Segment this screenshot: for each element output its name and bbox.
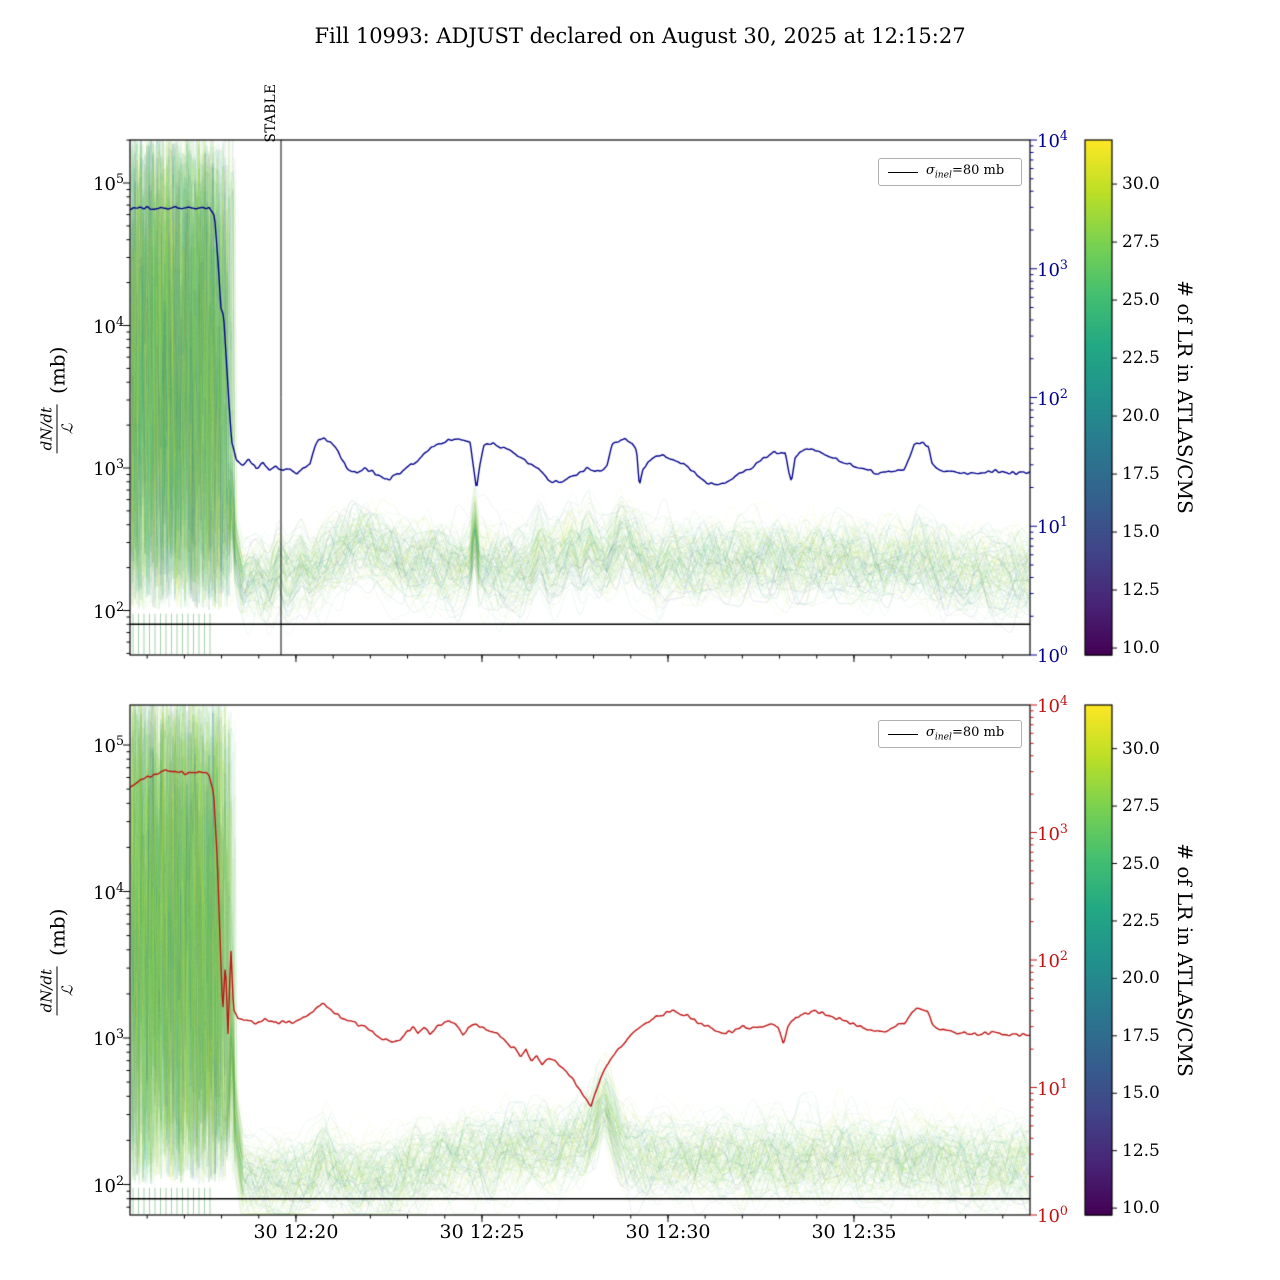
right-y-tick-label: 101	[1037, 1075, 1068, 1100]
right-y-tick-label: 101	[1037, 514, 1068, 539]
legend-top: σinel=80 mb	[878, 158, 1022, 186]
colorbar-tick-label: 10.0	[1122, 1198, 1160, 1219]
x-tick-label: 30 12:35	[811, 1221, 897, 1243]
y-axis-label-denominator: ℒ	[58, 985, 77, 997]
y-tick-label: 102	[93, 1172, 124, 1197]
colorbar-tick-label: 17.5	[1122, 1025, 1160, 1046]
colorbar-tick-label: 27.5	[1122, 232, 1160, 253]
y-tick-label: 103	[93, 456, 124, 480]
figure-title: Fill 10993: ADJUST declared on August 30…	[314, 24, 966, 48]
colorbar-tick-label: 22.5	[1122, 910, 1160, 931]
right-y-tick-label: 103	[1037, 820, 1068, 845]
y-axis-label-unit: (mb)	[45, 908, 69, 956]
colorbar-tick-label: 17.5	[1122, 464, 1160, 485]
legend-label: σinel=80 mb	[926, 725, 1005, 743]
stable-annotation: STABLE	[263, 83, 279, 143]
y-axis-label-unit: (mb)	[45, 346, 69, 394]
x-tick-label: 30 12:30	[625, 1221, 711, 1243]
colorbar-tick-label: 15.0	[1122, 1083, 1160, 1104]
x-tick-label: 30 12:20	[253, 1221, 339, 1243]
right-y-tick-label: 100	[1037, 643, 1068, 667]
colorbar-tick-label: 22.5	[1122, 348, 1160, 369]
y-tick-label: 105	[93, 171, 124, 195]
right-y-tick-label: 102	[1037, 385, 1068, 410]
legend-label: σinel=80 mb	[926, 163, 1005, 181]
y-tick-label: 104	[93, 879, 124, 904]
y-tick-label: 105	[93, 733, 124, 757]
colorbar-tick-label: 15.0	[1122, 522, 1160, 543]
right-y-tick-label: 103	[1037, 256, 1068, 281]
legend-line-sample	[888, 171, 918, 173]
colorbar-tick-label: 27.5	[1122, 796, 1160, 817]
y-axis-label-bottom: dN/dt ℒ (mb)	[37, 908, 77, 1016]
colorbar-tick-label: 20.0	[1122, 968, 1160, 989]
y-axis-label-denominator: ℒ	[58, 423, 77, 435]
y-axis-label-fraction: dN/dt ℒ	[37, 965, 77, 1016]
colorbar-tick-label: 30.0	[1122, 738, 1160, 759]
x-tick-label: 30 12:25	[439, 1221, 525, 1243]
colorbar-label-bottom: # of LR in ATLAS/CMS	[1173, 843, 1197, 1077]
y-axis-label-numerator: dN/dt	[37, 403, 58, 454]
y-tick-label: 103	[93, 1026, 124, 1050]
right-y-tick-label: 104	[1037, 128, 1068, 152]
colorbar-tick-label: 30.0	[1122, 174, 1160, 195]
colorbar-tick-label: 25.0	[1122, 853, 1160, 874]
legend-line-sample	[888, 733, 918, 735]
legend-bottom: σinel=80 mb	[878, 720, 1022, 748]
y-tick-label: 104	[93, 313, 124, 338]
colorbar-tick-label: 12.5	[1122, 1140, 1160, 1161]
right-y-tick-label: 104	[1037, 693, 1068, 717]
y-axis-label-top: dN/dt ℒ (mb)	[37, 346, 77, 454]
colorbar-label-top: # of LR in ATLAS/CMS	[1173, 280, 1197, 514]
colorbar-tick-label: 20.0	[1122, 406, 1160, 427]
colorbar-tick-label: 10.0	[1122, 638, 1160, 659]
right-y-tick-label: 102	[1037, 948, 1068, 972]
y-tick-label: 102	[93, 598, 124, 623]
y-axis-label-fraction: dN/dt ℒ	[37, 403, 77, 454]
right-y-tick-label: 100	[1037, 1203, 1068, 1227]
colorbar-tick-label: 25.0	[1122, 290, 1160, 311]
colorbar-tick-label: 12.5	[1122, 580, 1160, 601]
y-axis-label-numerator: dN/dt	[37, 965, 58, 1016]
